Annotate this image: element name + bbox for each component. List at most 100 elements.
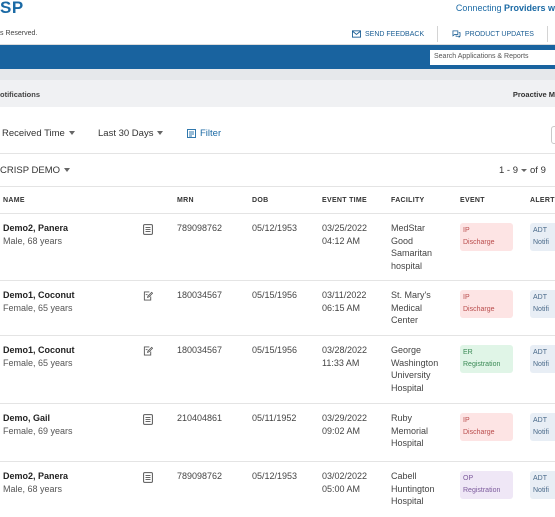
alert-type: ADT: [533, 349, 547, 356]
table-row[interactable]: Demo1, Coconut Female, 65 years 18003456…: [0, 281, 555, 336]
brand-logo[interactable]: SP: [0, 0, 24, 17]
event-detail: Discharge: [463, 239, 495, 246]
facility-line: hospital: [391, 260, 423, 271]
received-time-dropdown[interactable]: Received Time: [2, 128, 75, 139]
patient-name[interactable]: Demo2, Panera: [3, 223, 69, 233]
alert-badge: ADT Notifi: [530, 290, 555, 318]
send-feedback-button[interactable]: SEND FEEDBACK: [352, 30, 424, 38]
event-time: 04:12 AM: [322, 235, 361, 246]
facility-cell: George Washington University Hospital: [391, 344, 438, 394]
patient-name[interactable]: Demo, Gail: [3, 413, 51, 423]
group-header: CRISP DEMO 1 - 9 of 9: [0, 154, 555, 187]
pagination[interactable]: 1 - 9 of 9: [499, 165, 546, 176]
patient-name[interactable]: Demo1, Coconut: [3, 345, 75, 355]
column-header-alert[interactable]: ALERT: [530, 197, 555, 204]
event-detail: Registration: [463, 361, 501, 368]
column-header-event[interactable]: EVENT: [460, 197, 485, 204]
product-updates-button[interactable]: PRODUCT UPDATES: [452, 30, 534, 38]
main-nav-bar: Search Applications & Reports: [0, 45, 555, 69]
facility-line: Hospital: [391, 496, 424, 506]
facility-cell: Cabell Huntington Hospital: [391, 470, 435, 508]
alert-detail: Notifi: [533, 306, 549, 313]
facility-line: Samaritan: [391, 248, 433, 258]
event-detail: Registration: [463, 487, 501, 494]
event-badge: IP Discharge: [460, 223, 513, 251]
table-row[interactable]: Demo, Gail Female, 69 years 210404861 05…: [0, 404, 555, 462]
group-dropdown[interactable]: CRISP DEMO: [0, 165, 71, 176]
dob-cell: 05/15/1956: [252, 345, 298, 355]
proactive-tab[interactable]: Proactive M: [512, 90, 555, 99]
chevron-down-icon: [521, 168, 528, 172]
product-updates-label: PRODUCT UPDATES: [465, 30, 534, 38]
chevron-down-icon: [68, 131, 75, 136]
patient-demographics: Male, 68 years: [3, 483, 63, 494]
facility-line: University: [391, 370, 431, 380]
patient-name[interactable]: Demo2, Panera: [3, 471, 69, 481]
tagline-bold: Providers w: [503, 3, 555, 13]
options-button[interactable]: [551, 126, 555, 144]
event-time: 06:15 AM: [322, 302, 361, 313]
event-badge: IP Discharge: [460, 413, 513, 441]
document-edit-icon[interactable]: [143, 346, 154, 357]
event-time-cell: 03/25/2022 04:12 AM: [322, 222, 367, 247]
event-date: 03/29/2022: [322, 413, 368, 423]
chat-bubbles-icon: [452, 30, 461, 38]
event-time-cell: 03/28/2022 11:33 AM: [322, 344, 367, 369]
alert-detail: Notifi: [533, 239, 549, 246]
page-title-bar: otifications Proactive M: [0, 80, 555, 107]
divider: [547, 26, 548, 42]
alert-badge: ADT Notifi: [530, 413, 555, 441]
mrn-cell: 789098762: [177, 471, 223, 481]
column-header-name[interactable]: NAME: [3, 197, 25, 204]
column-header-mrn[interactable]: MRN: [177, 197, 194, 204]
document-list-icon[interactable]: [143, 472, 153, 483]
search-input[interactable]: Search Applications & Reports: [430, 50, 555, 65]
event-time-cell: 03/02/2022 05:00 AM: [322, 470, 367, 495]
chevron-down-icon: [64, 168, 71, 173]
event-time: 09:02 AM: [322, 425, 361, 436]
column-header-event-time[interactable]: EVENT TIME: [322, 197, 368, 204]
document-list-icon[interactable]: [143, 224, 153, 235]
mrn-cell: 180034567: [177, 345, 223, 355]
table-row[interactable]: Demo2, Panera Male, 68 years 789098762 0…: [0, 214, 555, 281]
facility-line: Hospital: [391, 382, 424, 393]
column-header-dob[interactable]: DOB: [252, 197, 269, 204]
document-list-icon[interactable]: [143, 414, 153, 425]
alert-badge: ADT Notifi: [530, 223, 555, 251]
facility-line: Cabell: [391, 471, 417, 481]
alert-type: ADT: [533, 227, 547, 234]
facility-cell: Ruby Memorial Hospital: [391, 412, 428, 450]
patient-name[interactable]: Demo1, Coconut: [3, 290, 75, 300]
facility-cell: MedStar Good Samaritan hospital: [391, 222, 432, 272]
copyright-text: s Reserved.: [0, 30, 38, 37]
patient-cell: Demo1, Coconut Female, 65 years: [3, 289, 75, 314]
document-edit-icon[interactable]: [143, 291, 154, 302]
column-header-facility[interactable]: FACILITY: [391, 197, 425, 204]
event-detail: Discharge: [463, 429, 495, 436]
alert-detail: Notifi: [533, 361, 549, 368]
date-range-dropdown[interactable]: Last 30 Days: [98, 128, 164, 139]
mrn-cell: 210404861: [177, 413, 223, 423]
table-header: NAME MRN DOB EVENT TIME FACILITY EVENT A…: [0, 187, 555, 214]
table-row[interactable]: Demo2, Panera Male, 68 years 789098762 0…: [0, 462, 555, 517]
facility-line: Hospital: [391, 438, 424, 448]
mrn-cell: 180034567: [177, 290, 223, 300]
facility-line: Medical: [391, 302, 423, 313]
mrn-cell: 789098762: [177, 223, 223, 233]
alert-type: ADT: [533, 417, 547, 424]
table-row[interactable]: Demo1, Coconut Female, 65 years 18003456…: [0, 336, 555, 404]
dob-cell: 05/12/1953: [252, 223, 298, 233]
send-feedback-label: SEND FEEDBACK: [365, 30, 425, 38]
filter-label: Filter: [200, 128, 222, 139]
facility-line: St. Mary's: [391, 290, 431, 300]
pager-total: of 9: [530, 165, 546, 176]
patient-demographics: Female, 65 years: [3, 302, 73, 313]
tagline-prefix: Connecting: [455, 3, 504, 13]
event-time: 05:00 AM: [322, 483, 361, 494]
event-badge: IP Discharge: [460, 290, 513, 318]
received-time-label: Received Time: [2, 128, 65, 139]
event-type: IP: [463, 227, 470, 234]
filter-button[interactable]: Filter: [187, 128, 221, 139]
top-header: SP Connecting Providers w: [0, 0, 555, 22]
event-time-cell: 03/11/2022 06:15 AM: [322, 289, 366, 314]
